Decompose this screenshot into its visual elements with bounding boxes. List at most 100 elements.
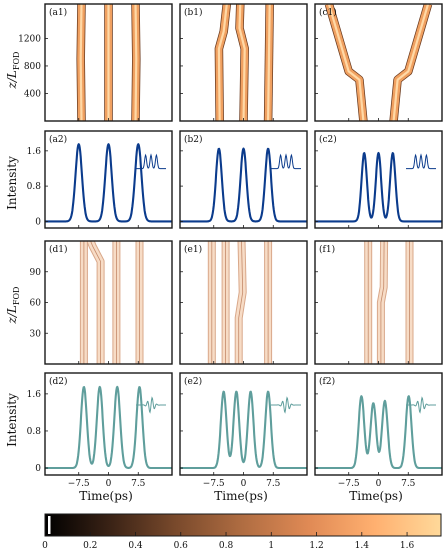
y-tick-label: 800 <box>24 62 41 72</box>
xlabel-col2: Time(ps) <box>214 489 268 503</box>
soliton-track-contour <box>380 241 385 364</box>
ylabel-z: z/L <box>5 305 19 324</box>
x-tick-label: 0 <box>241 479 247 489</box>
ylabel-fod-sub: FOD <box>12 287 21 306</box>
intensity-curve <box>45 143 172 223</box>
ylabel-propagation-top: z/LFOD <box>5 52 21 90</box>
colorbar-strip <box>44 513 442 537</box>
intensity-curve <box>180 390 307 470</box>
y-tick-label: 30 <box>30 329 42 339</box>
panel-tag: (d2) <box>49 376 68 387</box>
panel-a2: (a2) 0 0.8 1.6 <box>27 130 173 229</box>
panel-tag: (e1) <box>184 244 202 255</box>
soliton-track-highlight <box>134 4 138 121</box>
panel-plot-area <box>45 143 172 223</box>
ylabel-propagation-bottom: z/LFOD <box>5 287 21 325</box>
colorbar-marker <box>48 516 51 534</box>
colorbar-tick-label: 0 <box>42 541 48 551</box>
panel-tag: (b1) <box>184 7 203 18</box>
ylabel-fod-sub: FOD <box>12 52 21 71</box>
panel-c2: (c2) <box>314 130 443 229</box>
panel-plot-area <box>364 241 414 364</box>
inset-curve <box>406 153 436 170</box>
intensity-curve <box>180 147 307 223</box>
soliton-track-highlight <box>79 4 83 121</box>
colorbar-tick-label: 1 <box>268 541 274 551</box>
colorbar-tick-label: 0.6 <box>174 541 189 551</box>
colorbar: 0 0.2 0.4 0.6 0.8 1 1.2 1.4 1.6 <box>42 513 442 551</box>
panel-plot-area <box>79 241 144 364</box>
y-tick-label: 1.6 <box>27 390 42 400</box>
x-tick-label: −7.5 <box>338 479 360 489</box>
panel-f2: (f2) −7.5 0 7.5 <box>314 372 443 489</box>
x-tick-label: 7.5 <box>131 479 146 489</box>
panel-frame <box>44 240 173 365</box>
panel-e1: (e1) <box>179 240 308 365</box>
xlabel-col1: Time(ps) <box>79 489 133 503</box>
panel-frame <box>44 372 173 476</box>
panel-plot-area <box>180 147 307 223</box>
intensity-curve <box>315 151 442 223</box>
panel-frame <box>314 372 443 476</box>
panel-tag: (a2) <box>49 134 67 145</box>
y-tick-label: 0.8 <box>27 427 42 437</box>
colorbar-tick-label: 0.2 <box>83 541 97 551</box>
panel-plot-area <box>76 4 141 121</box>
panel-a1: (a1) 400 800 1200 <box>18 3 173 122</box>
y-tick-label: 60 <box>30 299 42 309</box>
panel-plot-area <box>180 390 307 470</box>
x-tick-label: 0 <box>376 479 382 489</box>
xlabel-col3: Time(ps) <box>349 489 403 503</box>
panel-tag: (f2) <box>319 376 335 387</box>
colorbar-tick-label: 0.8 <box>219 541 234 551</box>
panel-frame <box>179 130 308 229</box>
panel-tag: (c2) <box>319 134 337 145</box>
y-tick-label: 0 <box>35 217 41 227</box>
panel-d1: (d1) 30 60 90 <box>30 240 173 365</box>
panel-tag: (a1) <box>49 7 67 18</box>
svg-text:Intensity: Intensity <box>5 393 19 447</box>
soliton-track-highlight <box>217 4 228 121</box>
panel-e2: (e2) −7.5 0 7.5 <box>179 372 308 489</box>
soliton-track-highlight <box>327 4 365 121</box>
panel-plot-area <box>324 4 433 121</box>
panel-plot-area <box>214 4 274 121</box>
x-tick-label: −7.5 <box>68 479 90 489</box>
panel-plot-area <box>45 385 172 470</box>
panel-grid: (a1) 400 800 1200 (b1) (c1) (a2) 0 0.8 1.6 (b2) (c2… <box>18 3 443 489</box>
panel-f1: (f1) <box>314 240 443 365</box>
panel-tag: (c1) <box>319 7 337 18</box>
y-tick-label: 1.6 <box>27 147 42 157</box>
soliton-track-highlight <box>267 4 271 121</box>
colorbar-tick-label: 0.4 <box>128 541 143 551</box>
inset-curve <box>406 396 436 414</box>
colorbar-tick-label: 1.6 <box>400 541 415 551</box>
panel-b1: (b1) <box>179 3 308 122</box>
panel-b2: (b2) <box>179 130 308 229</box>
y-tick-label: 400 <box>24 89 41 99</box>
svg-text:z/LFOD: z/LFOD <box>5 287 21 325</box>
x-tick-label: 7.5 <box>266 479 281 489</box>
inset-curve <box>136 396 166 414</box>
panel-d2: (d2) −7.5 0 7.5 0 0.8 1.6 <box>27 372 173 489</box>
svg-text:z/LFOD: z/LFOD <box>5 52 21 90</box>
colorbar-tick-label: 1.4 <box>355 541 370 551</box>
ylabel-intensity-bottom: Intensity <box>5 393 19 447</box>
intensity-curve <box>45 385 172 470</box>
inset-curve <box>271 396 301 414</box>
panel-plot-area <box>315 151 442 223</box>
y-tick-label: 0.8 <box>27 182 42 192</box>
panel-tag: (b2) <box>184 134 203 145</box>
colorbar-tick-label: 1.2 <box>309 541 323 551</box>
ylabel-z: z/L <box>5 70 19 89</box>
ylabel-intensity-top: Intensity <box>5 156 19 210</box>
panel-tag: (f1) <box>319 244 335 255</box>
inset-curve <box>271 153 301 170</box>
intensity-curve <box>315 395 442 470</box>
colorbar-ticks: 0 0.2 0.4 0.6 0.8 1 1.2 1.4 1.6 <box>42 532 414 551</box>
x-tick-label: 7.5 <box>401 479 416 489</box>
soliton-track-contour <box>90 241 101 364</box>
panel-tag: (d1) <box>49 244 68 255</box>
svg-text:Intensity: Intensity <box>5 156 19 210</box>
